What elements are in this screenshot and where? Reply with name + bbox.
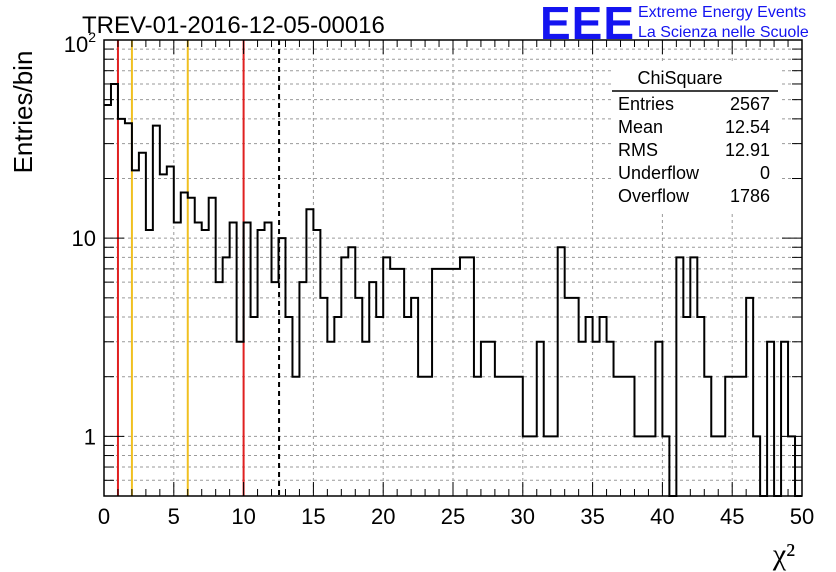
chart-title: TREV-01-2016-12-05-00016: [82, 12, 385, 39]
histogram-bin: [607, 342, 614, 496]
x-tick-label: 15: [301, 504, 325, 529]
y-tick-label: 1: [84, 424, 96, 449]
histogram-bin: [306, 209, 313, 496]
x-tick-label: 45: [720, 504, 744, 529]
logo-line-2: La Scienza nelle Scuole: [638, 24, 809, 41]
reference-lines: [116, 40, 281, 496]
histogram-bin: [390, 269, 397, 496]
histogram-bin: [132, 170, 139, 496]
x-tick-label: 35: [580, 504, 604, 529]
histogram-bin: [488, 342, 495, 496]
stats-value: 12.91: [725, 140, 770, 160]
histogram-bin: [439, 269, 446, 496]
histogram-bin: [572, 298, 579, 496]
axis-ticks: [103, 39, 803, 497]
eee-logo: EEE: [540, 0, 636, 49]
histogram-bin: [767, 342, 774, 496]
stats-label: Overflow: [618, 186, 690, 206]
histogram-bin: [446, 269, 453, 496]
histogram-bin: [104, 105, 111, 496]
histogram-bin: [593, 342, 600, 496]
histogram-bin: [118, 119, 125, 496]
stats-box-bg: [614, 64, 780, 214]
stats-label: Mean: [618, 117, 663, 137]
x-axis-label: χ²: [772, 538, 795, 571]
y-tick-label: 102: [64, 29, 96, 57]
histogram-bin: [683, 317, 690, 496]
histogram-bin: [209, 198, 216, 496]
stats-label: RMS: [618, 140, 658, 160]
histogram-bin: [781, 342, 788, 496]
stats-value: 0: [760, 163, 770, 183]
x-tick-label: 30: [511, 504, 535, 529]
histogram-bin: [432, 269, 439, 496]
histogram-bin: [258, 230, 265, 496]
y-axis-label: Entries/bin: [8, 51, 38, 174]
histogram-bin: [600, 317, 607, 496]
histogram-bin: [125, 123, 132, 496]
histogram-bin: [355, 298, 362, 496]
histogram-bin: [369, 282, 376, 496]
histogram-bin: [244, 222, 251, 496]
histogram-bin: [376, 317, 383, 496]
x-tick-label: 25: [441, 504, 465, 529]
stats-label: Entries: [618, 94, 674, 114]
histogram-bin: [167, 166, 174, 496]
histogram-bin: [411, 298, 418, 496]
histogram-bin: [565, 298, 572, 496]
stats-value: 1786: [730, 186, 770, 206]
histogram-bin: [397, 269, 404, 496]
histogram-bin: [160, 174, 167, 496]
x-tick-label: 0: [98, 504, 110, 529]
x-tick-label: 50: [790, 504, 814, 529]
histogram-bin: [285, 317, 292, 496]
histogram-bin: [195, 222, 202, 496]
histogram-bin: [746, 298, 753, 496]
histogram-bin: [558, 247, 565, 496]
histogram-bin: [481, 342, 488, 496]
grid-lines: [104, 40, 802, 496]
histogram-bin: [327, 342, 334, 496]
stats-value: 12.54: [725, 117, 770, 137]
histogram-bin: [202, 230, 209, 496]
histogram-bin: [362, 342, 369, 496]
x-tick-label: 10: [231, 504, 255, 529]
histogram-bin: [537, 342, 544, 496]
stats-box: ChiSquare Entries 2567 Mean 12.54 RMS 12.91 Und…: [612, 64, 780, 214]
histogram-bin: [272, 282, 279, 496]
histogram-bin: [299, 282, 306, 496]
histogram-bin: [251, 317, 258, 496]
histogram-bin: [313, 230, 320, 496]
histogram-bin: [348, 247, 355, 496]
histogram-bin: [139, 153, 146, 496]
histogram-bin: [146, 230, 153, 496]
histogram-bin: [320, 298, 327, 496]
axis-tick-labels: 0 5 10 15 20 25 30 35 40 45 50 1 10 102: [64, 29, 815, 529]
histogram-bin: [404, 317, 411, 496]
histogram-bin: [111, 84, 118, 496]
histogram-bin: [265, 222, 272, 496]
y-tick-label: 10: [72, 226, 96, 251]
histogram-bin: [697, 317, 704, 496]
histogram-bin: [655, 342, 662, 496]
stats-label: Underflow: [618, 163, 700, 183]
histogram-outline: [104, 82, 802, 497]
x-tick-label: 5: [168, 504, 180, 529]
histogram-bin: [153, 126, 160, 496]
histogram-bin: [334, 317, 341, 496]
logo-line-1: Extreme Energy Events: [638, 4, 807, 21]
histogram-bin: [216, 282, 223, 496]
stats-title: ChiSquare: [637, 68, 722, 88]
histogram-bin: [586, 317, 593, 496]
histogram-bin: [453, 269, 460, 496]
histogram-bin: [237, 342, 244, 496]
histogram-bin: [188, 198, 195, 496]
stats-value: 2567: [730, 94, 770, 114]
x-tick-label: 40: [650, 504, 674, 529]
histogram-bin: [174, 222, 181, 496]
histogram-bin: [230, 222, 237, 496]
x-tick-label: 20: [371, 504, 395, 529]
histogram-bin: [579, 342, 586, 496]
